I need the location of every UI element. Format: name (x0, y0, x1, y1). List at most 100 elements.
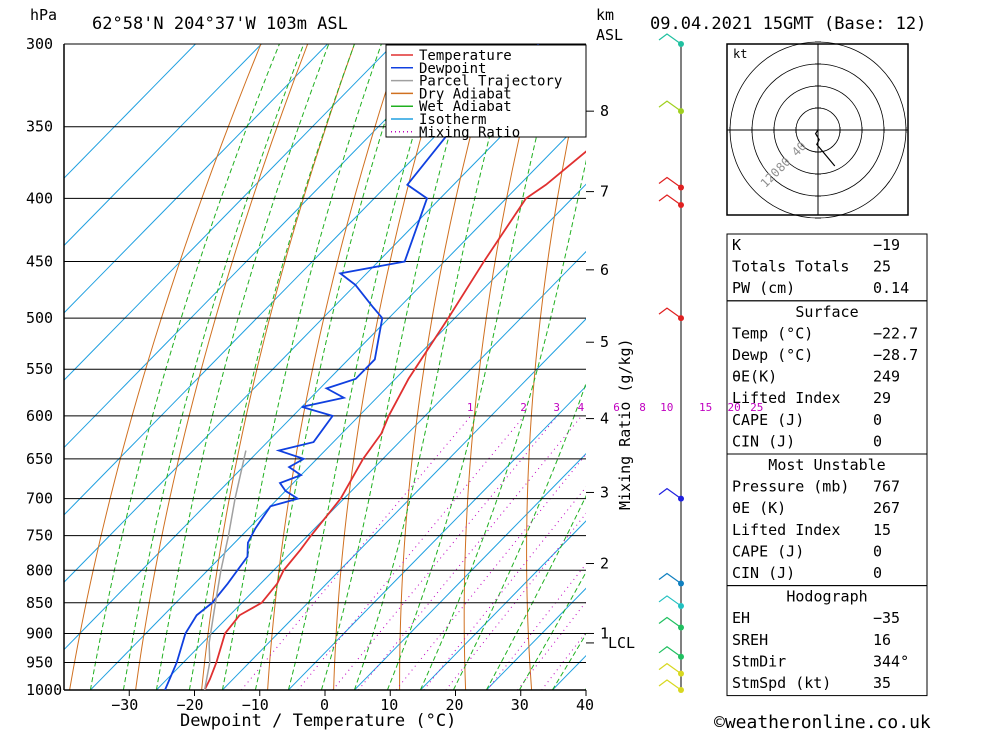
surface-value: −22.7 (873, 324, 918, 342)
km-tick-label: 6 (600, 261, 609, 279)
wind-barb (658, 307, 682, 319)
km-unit: km (596, 6, 614, 24)
most-unstable-value: 0 (873, 542, 882, 560)
mixing-ratio-label: 25 (750, 401, 763, 414)
km-tick-label: 1 (600, 624, 609, 642)
x-tick-label: 10 (380, 696, 398, 714)
copyright: ©weatheronline.co.uk (714, 712, 931, 733)
mixing-ratio-line (541, 631, 586, 690)
parcel-trajectory-series (203, 450, 247, 690)
km-tick-label: 2 (600, 555, 609, 573)
km-tick-label: 5 (600, 333, 609, 351)
hpa-unit: hPa (30, 6, 57, 24)
hodograph-index-label: EH (732, 609, 750, 627)
most-unstable-value: 15 (873, 521, 891, 539)
pressure-tick-label: 550 (26, 360, 53, 378)
wet-adiabat-line (452, 381, 586, 690)
surface-label: CAPE (J) (732, 411, 804, 429)
legend-entry: Mixing Ratio (419, 125, 520, 141)
hodograph-index-label: StmDir (732, 652, 786, 670)
isotherm-line (64, 116, 586, 651)
dry-adiabat-line (962, 44, 1000, 690)
pressure-tick-label: 1000 (26, 681, 62, 699)
isotherm-line (64, 44, 328, 314)
surface-label: Dewp (°C) (732, 346, 813, 364)
pressure-tick-label: 850 (26, 594, 53, 612)
dry-adiabat-line (913, 44, 994, 690)
x-tick-label: 20 (446, 696, 464, 714)
profiles (164, 44, 586, 690)
most-unstable-value: 0 (873, 564, 882, 582)
wind-barb (658, 679, 682, 691)
pressure-tick-label: 700 (26, 490, 53, 508)
pressure-tick-label: 350 (26, 118, 53, 136)
dry-adiabat-line (267, 44, 402, 690)
km-tick-label: 3 (600, 483, 609, 501)
hodograph-index-value: 344° (873, 652, 909, 670)
hodograph-index-value: −35 (873, 609, 900, 627)
surface-value: 0 (873, 432, 882, 450)
most-unstable-label: CAPE (J) (732, 542, 804, 560)
surface-value: 0 (873, 411, 882, 429)
wet-adiabat-line (221, 44, 382, 690)
x-tick-label: 0 (320, 696, 329, 714)
hodograph-index-value: 16 (873, 631, 891, 649)
hodograph-title: Hodograph (786, 588, 867, 606)
mixing-ratio-label: 20 (728, 401, 741, 414)
surface-value: 29 (873, 389, 891, 407)
km-tick-label: 8 (600, 102, 609, 120)
wind-barb (658, 100, 682, 112)
indices-table: K −19 Totals Totals 25 PW (cm) 0.14 Surface Tem… (726, 233, 928, 697)
pressure-tick-label: 400 (26, 189, 53, 207)
legend-entry: Wet Adiabat (419, 99, 512, 115)
mixing-ratio-label: 1 (467, 401, 474, 414)
wet-adiabat-line (254, 44, 411, 690)
location-title: 62°58'N 204°37'W 103m ASL (92, 14, 348, 34)
isotherm-line (64, 44, 460, 449)
x-tick-label: 40 (576, 696, 594, 714)
x-tick-label: 30 (511, 696, 529, 714)
most-unstable-label: CIN (J) (732, 564, 795, 582)
mixing-ratio-label: 10 (660, 401, 673, 414)
asl-unit: ASL (596, 26, 623, 44)
isotherm-line (486, 587, 586, 690)
km-tick-label: 4 (600, 410, 609, 428)
surface-value: −28.7 (873, 346, 918, 364)
x-axis-label: Dewpoint / Temperature (°C) (180, 711, 456, 731)
mixing-ratio-label: 8 (639, 401, 646, 414)
most-unstable-value: 267 (873, 499, 900, 517)
mixing-ratio-label: 15 (699, 401, 712, 414)
indices-box-hodo (726, 585, 928, 697)
wind-barb (658, 616, 682, 628)
pressure-tick-label: 600 (26, 407, 53, 425)
wet-adiabat-line (155, 44, 330, 690)
pressure-tick-label: 750 (26, 527, 53, 545)
datetime-title: 09.04.2021 15GMT (Base: 12) (650, 14, 926, 34)
axes-layer: 1 2 3 4 6 8 10 15 20 2530035040045050055060065070… (26, 33, 763, 731)
dry-adiabat-line (702, 44, 730, 690)
hodograph-index-value: 35 (873, 674, 891, 692)
dry-adiabat-line (135, 44, 309, 690)
dewpoint-series (164, 44, 540, 690)
most-unstable-title: Most Unstable (768, 456, 885, 474)
index-label: K (732, 236, 741, 254)
mixing-ratio-label: 2 (520, 401, 527, 414)
legend-entry: Parcel Trajectory (419, 74, 562, 90)
most-unstable-label: Pressure (mb) (732, 478, 849, 496)
wind-barb (658, 176, 682, 189)
x-tick-label: −30 (111, 696, 138, 714)
mixing-ratio-label: 3 (553, 401, 560, 414)
isotherm-line (64, 44, 394, 381)
pressure-tick-label: 500 (26, 309, 53, 327)
wind-barb (658, 33, 682, 45)
temperature-series (203, 150, 586, 690)
pressure-tick-label: 950 (26, 653, 53, 671)
wind-barb (658, 595, 682, 607)
isotherm-line (156, 250, 586, 690)
most-unstable-label: θE (K) (732, 499, 786, 517)
pressure-tick-label: 300 (26, 35, 53, 53)
hodograph-index-label: StmSpd (kt) (732, 674, 831, 692)
surface-title: Surface (795, 303, 858, 321)
